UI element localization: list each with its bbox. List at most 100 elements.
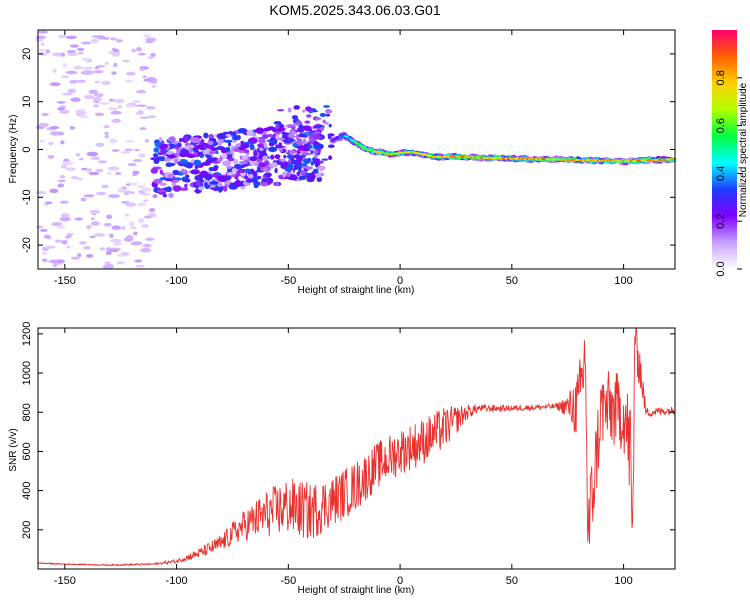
y-tick-label: 10 bbox=[21, 96, 33, 108]
spectrogram-cell bbox=[226, 172, 234, 176]
spectrogram-cell bbox=[52, 52, 64, 57]
spectrogram-cell bbox=[309, 137, 315, 141]
spectrogram-cell bbox=[108, 138, 118, 144]
spectrogram-cell bbox=[106, 172, 112, 176]
spectrogram-cell bbox=[199, 141, 203, 146]
spectrogram-cell bbox=[192, 159, 202, 167]
spectrogram-cell bbox=[42, 258, 48, 263]
y-tick-label: 1000 bbox=[21, 361, 33, 385]
spectrogram-cell bbox=[107, 166, 120, 171]
spectrogram-cell bbox=[321, 158, 329, 161]
spectrogram-cell bbox=[302, 138, 307, 145]
spectrogram-cell bbox=[256, 165, 261, 172]
spectrogram-cell bbox=[288, 138, 296, 142]
spectrogram-cell bbox=[77, 79, 86, 83]
spectrogram-cell bbox=[308, 176, 313, 181]
spectrogram-cell bbox=[78, 115, 89, 118]
y-tick-label: 1200 bbox=[21, 322, 33, 346]
spectrogram-cell bbox=[97, 160, 108, 164]
spectrogram-cell bbox=[111, 225, 122, 230]
spectrogram-cell bbox=[48, 155, 54, 160]
y-tick-label: 200 bbox=[21, 521, 33, 539]
spectrogram-cell bbox=[314, 161, 321, 167]
spectrogram-cell bbox=[66, 233, 74, 236]
spectrogram-cell bbox=[263, 167, 268, 172]
spectrogram-cell bbox=[153, 178, 163, 184]
spectrogram-cell bbox=[49, 82, 61, 87]
spectrogram-cell bbox=[172, 169, 180, 176]
spectrogram-cell bbox=[267, 146, 278, 153]
spectrogram-cell bbox=[298, 167, 302, 173]
spectrogram-cell bbox=[102, 37, 110, 40]
spectrogram-cell bbox=[207, 140, 214, 145]
spectrogram-cell bbox=[61, 239, 68, 245]
spectrogram-cell bbox=[109, 233, 114, 238]
spectrogram-cell bbox=[57, 34, 67, 39]
spectrogram-cell bbox=[262, 155, 269, 161]
spectrogram-cell bbox=[232, 135, 241, 141]
spectrogram-cell bbox=[140, 187, 152, 192]
spectrogram-cell bbox=[137, 110, 144, 115]
spectrogram-cell bbox=[108, 51, 113, 55]
x-tick-label: 100 bbox=[614, 575, 632, 587]
spectrogram-cell bbox=[269, 136, 276, 142]
spectrogram-cell bbox=[52, 263, 58, 268]
spectrogram-cell bbox=[111, 71, 117, 75]
spectrogram-cell bbox=[57, 183, 65, 188]
spectrogram-cell bbox=[198, 186, 205, 191]
x-tick-label: -150 bbox=[54, 575, 76, 587]
spectrogram-cell bbox=[86, 168, 93, 173]
spectrogram-cell bbox=[113, 62, 118, 68]
spectrogram-cell bbox=[209, 181, 219, 185]
spectrogram-cell bbox=[135, 264, 145, 268]
spectrogram-cell bbox=[86, 151, 99, 157]
x-tick-label: -50 bbox=[280, 275, 296, 287]
spectrogram-cell bbox=[82, 70, 94, 75]
snr-frame bbox=[37, 327, 676, 570]
spectrogram-cell bbox=[164, 157, 171, 162]
spectrogram-cell bbox=[35, 35, 47, 39]
spectrogram-cell bbox=[139, 68, 145, 72]
x-tick-label: 50 bbox=[506, 275, 518, 287]
spectrogram-cell bbox=[239, 160, 248, 165]
spectrogram-cell bbox=[237, 127, 248, 134]
spectrogram-cell bbox=[67, 88, 76, 94]
snr-xlabel: Height of straight line (km) bbox=[298, 585, 415, 596]
spectrogram-cell bbox=[143, 34, 151, 38]
spectrogram-cell bbox=[41, 112, 49, 117]
spectrogram-cell bbox=[69, 79, 79, 84]
spectrogram-cell bbox=[306, 114, 312, 118]
spectrogram-cell bbox=[104, 61, 109, 66]
spectrogram-cell bbox=[45, 245, 56, 249]
spectrogram-cell bbox=[271, 162, 279, 168]
spectrogram-cell bbox=[151, 85, 157, 88]
spectrogram-cell bbox=[258, 162, 267, 168]
spectrogram-cell bbox=[184, 183, 188, 189]
spectrogram-cell bbox=[90, 217, 95, 220]
spectrogram-cell bbox=[95, 191, 107, 196]
spectrogram-cell bbox=[277, 137, 286, 141]
spectrogram-cell bbox=[215, 150, 219, 155]
spectrogram-cell bbox=[93, 69, 104, 74]
spectrogram-cell bbox=[124, 79, 134, 83]
spectrogram-cell bbox=[65, 70, 78, 75]
spectrogram-cell bbox=[141, 224, 149, 228]
spectrogram-cell bbox=[222, 185, 228, 192]
spectrogram-cell bbox=[128, 221, 135, 227]
spectrogram-cell bbox=[312, 158, 321, 162]
spectrogram-cell bbox=[159, 169, 164, 175]
spectrogram-xlabel: Height of straight line (km) bbox=[298, 285, 415, 296]
spectrogram-cell bbox=[313, 168, 318, 173]
spectrogram-cell bbox=[275, 144, 279, 149]
spectrogram-cell bbox=[204, 181, 208, 189]
spectrogram-cell bbox=[62, 161, 75, 165]
spectrogram-cell bbox=[37, 30, 49, 34]
spectrogram-cell bbox=[288, 135, 297, 139]
spectrogram-cell bbox=[46, 201, 53, 205]
spectrogram-cell bbox=[325, 113, 331, 117]
spectrogram-cell bbox=[313, 154, 318, 159]
spectrogram-cell bbox=[77, 51, 84, 55]
spectrogram-cell bbox=[190, 159, 195, 163]
spectrogram-cell bbox=[85, 253, 94, 258]
spectrogram-cell bbox=[249, 143, 255, 151]
